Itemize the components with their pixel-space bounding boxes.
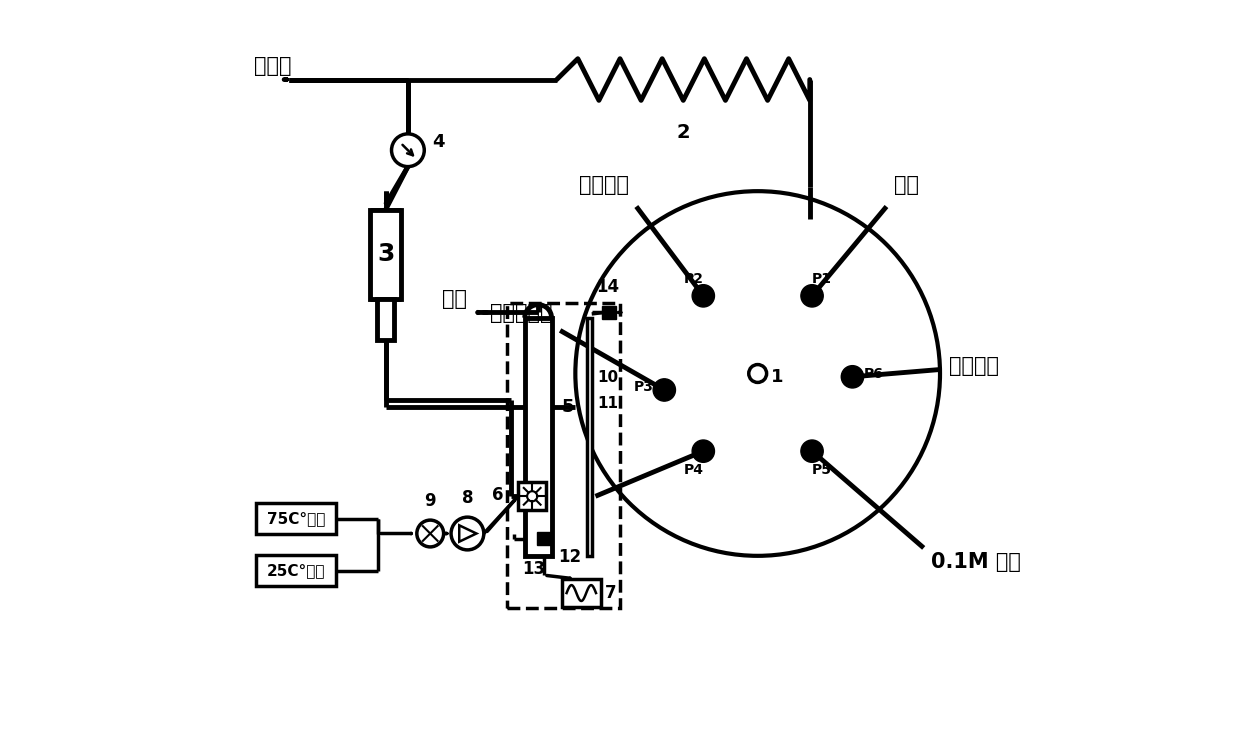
Circle shape (692, 440, 714, 462)
Circle shape (841, 365, 863, 388)
Text: P1: P1 (812, 273, 832, 286)
Circle shape (801, 285, 823, 307)
Bar (518, 482, 547, 510)
Text: 3: 3 (377, 243, 394, 267)
Text: 废液: 废液 (443, 289, 467, 309)
Text: 样品: 样品 (894, 176, 919, 196)
Text: 1: 1 (771, 368, 784, 386)
Bar (525, 317, 552, 556)
Text: 6: 6 (491, 486, 503, 503)
Text: 荧光试剂: 荧光试剂 (579, 176, 629, 196)
Text: 11: 11 (598, 396, 619, 411)
Text: 7: 7 (605, 584, 616, 602)
Text: 25C°水浴: 25C°水浴 (267, 563, 326, 578)
Text: 75C°水浴: 75C°水浴 (267, 511, 325, 526)
Text: P6: P6 (863, 367, 883, 381)
Text: 12: 12 (558, 548, 582, 565)
Text: 0.1M 盐酸: 0.1M 盐酸 (931, 551, 1021, 571)
Text: 8: 8 (463, 489, 474, 507)
Text: P3: P3 (634, 380, 653, 394)
Bar (377, 299, 394, 340)
Text: P5: P5 (812, 463, 832, 477)
Text: P4: P4 (683, 463, 703, 477)
Text: 14: 14 (595, 278, 619, 296)
Text: 2: 2 (677, 123, 691, 142)
Text: 9: 9 (424, 492, 435, 510)
Circle shape (801, 440, 823, 462)
Text: 4: 4 (432, 132, 444, 150)
Bar (587, 317, 591, 556)
Text: 超纯水: 超纯水 (254, 56, 291, 75)
Bar (603, 306, 615, 319)
Circle shape (749, 365, 766, 382)
Text: 表面活性剂: 表面活性剂 (490, 303, 553, 323)
Bar (257, 503, 336, 534)
Text: 10: 10 (598, 370, 619, 385)
Bar (507, 303, 620, 608)
Circle shape (653, 379, 676, 401)
Bar (257, 555, 336, 586)
Bar (370, 210, 402, 299)
Circle shape (692, 285, 714, 307)
Bar (537, 532, 551, 545)
Bar (562, 579, 600, 607)
Text: 5: 5 (562, 398, 574, 416)
Text: 13: 13 (522, 560, 546, 578)
Text: P2: P2 (683, 273, 703, 286)
Text: 标准溶液: 标准溶液 (949, 356, 999, 376)
